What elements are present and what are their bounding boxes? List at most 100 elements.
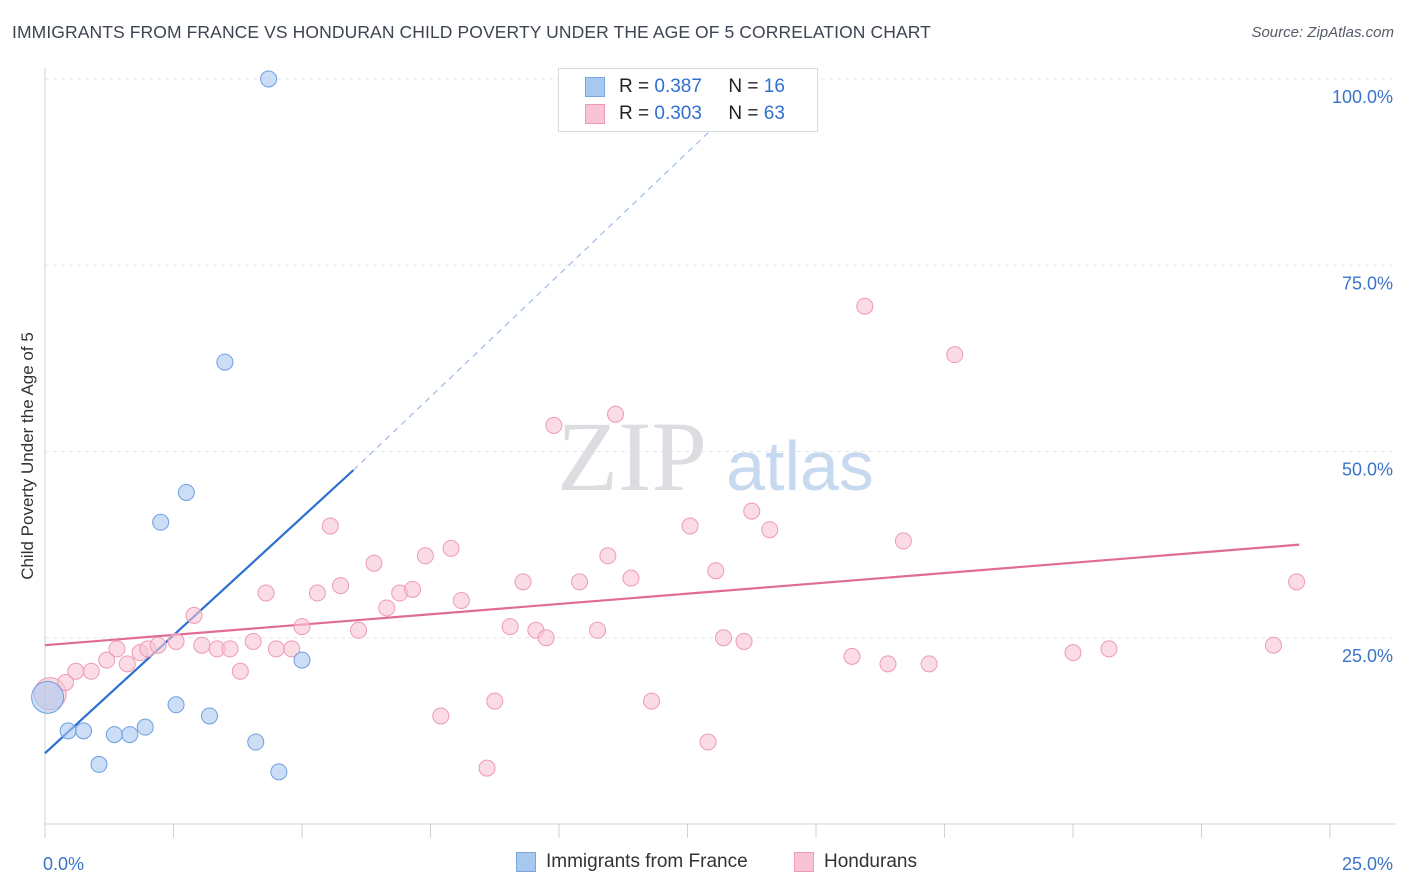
- point-hondurans: [442, 539, 460, 557]
- y-tick-label: 25.0%: [1342, 646, 1393, 666]
- point-hondurans: [486, 692, 504, 710]
- point-hondurans: [193, 636, 211, 654]
- legend-swatch-hondurans: [794, 852, 814, 872]
- point-hondurans: [514, 573, 532, 591]
- point-hondurans: [1064, 644, 1082, 662]
- point-hondurans: [332, 577, 350, 595]
- point-hondurans: [735, 632, 753, 650]
- point-hondurans: [643, 692, 661, 710]
- legend-row-hondurans: R = 0.303 N = 63: [585, 102, 785, 126]
- point-hondurans: [404, 580, 422, 598]
- point-hondurans: [98, 651, 116, 669]
- point-hondurans: [185, 606, 203, 624]
- point-france: [90, 755, 108, 773]
- point-france: [136, 718, 154, 736]
- point-hondurans: [537, 629, 555, 647]
- point-hondurans: [1100, 640, 1118, 658]
- point-hondurans: [743, 502, 761, 520]
- point-france: [247, 733, 265, 751]
- point-hondurans: [920, 655, 938, 673]
- legend-r-value: 0.387: [654, 76, 702, 97]
- legend-label-france: Immigrants from France: [546, 851, 748, 872]
- point-hondurans: [856, 297, 874, 315]
- legend-n-label: N =: [728, 76, 759, 97]
- point-france: [200, 707, 218, 725]
- point-france: [105, 726, 123, 744]
- watermark-zip: ZIP: [557, 401, 707, 512]
- legend-label-hondurans: Hondurans: [824, 851, 917, 872]
- legend-n-label: N =: [728, 103, 759, 124]
- point-france: [270, 763, 288, 781]
- legend-n-value: 63: [763, 103, 785, 124]
- legend-r-label: R =: [619, 76, 650, 97]
- point-hondurans: [622, 569, 640, 587]
- point-hondurans: [350, 621, 368, 639]
- x-tick-label: 0.0%: [43, 854, 84, 874]
- point-hondurans: [308, 584, 326, 602]
- point-france: [177, 483, 195, 501]
- axes: [44, 68, 1395, 838]
- point-france: [260, 70, 278, 88]
- point-hondurans: [293, 618, 311, 636]
- stats-legend: R = 0.387 N = 16 R = 0.303 N = 63: [558, 68, 818, 132]
- point-hondurans: [452, 592, 470, 609]
- point-hondurans: [699, 733, 717, 751]
- point-france: [216, 353, 234, 371]
- point-hondurans: [545, 416, 563, 434]
- point-hondurans: [843, 647, 861, 665]
- point-hondurans: [108, 640, 126, 658]
- point-hondurans: [244, 632, 262, 650]
- point-hondurans: [118, 655, 136, 673]
- legend-row-france: R = 0.387 N = 16: [585, 75, 785, 99]
- point-hondurans: [67, 662, 85, 680]
- y-tick-label: 100.0%: [1332, 87, 1393, 107]
- point-france: [75, 722, 93, 740]
- tick-labels: 25.0% 50.0% 75.0% 100.0% 0.0% 25.0%: [43, 87, 1393, 874]
- point-hondurans: [416, 547, 434, 565]
- point-france: [31, 680, 65, 714]
- point-hondurans: [267, 640, 285, 658]
- legend-n-value: 16: [763, 76, 785, 97]
- legend-r-label: R =: [619, 103, 650, 124]
- legend-item-france[interactable]: Immigrants from France: [516, 851, 748, 873]
- point-hondurans: [365, 554, 383, 572]
- point-hondurans: [1264, 636, 1282, 654]
- point-hondurans: [321, 517, 339, 535]
- chart-title: IMMIGRANTS FROM FRANCE VS HONDURAN CHILD…: [12, 22, 931, 42]
- point-hondurans: [707, 562, 725, 580]
- series-legend: Immigrants from France Hondurans: [0, 851, 1406, 877]
- point-hondurans: [57, 673, 75, 691]
- point-hondurans: [432, 707, 450, 725]
- data-points: [31, 70, 1306, 781]
- y-tick-label: 50.0%: [1342, 460, 1393, 480]
- point-hondurans: [607, 405, 625, 423]
- source-label: Source: ZipAtlas.com: [1251, 24, 1394, 41]
- legend-r-value: 0.303: [654, 103, 702, 124]
- point-hondurans: [879, 655, 897, 673]
- point-hondurans: [571, 573, 589, 591]
- point-france: [121, 726, 139, 744]
- y-axis-label: Child Poverty Under the Age of 5: [18, 332, 37, 580]
- legend-swatch-france: [516, 852, 536, 872]
- point-hondurans: [257, 584, 275, 602]
- point-hondurans: [599, 547, 617, 565]
- point-hondurans: [478, 759, 496, 777]
- x-tick-label: 25.0%: [1342, 854, 1393, 874]
- point-hondurans: [894, 532, 912, 550]
- legend-item-hondurans[interactable]: Hondurans: [794, 851, 917, 873]
- trend-line-hondurans: [44, 543, 1300, 647]
- point-hondurans: [378, 599, 396, 617]
- point-hondurans: [221, 640, 239, 658]
- point-france: [167, 696, 185, 714]
- point-france: [293, 651, 311, 669]
- legend-swatch-france: [585, 77, 605, 97]
- point-hondurans: [167, 632, 185, 650]
- point-hondurans: [1288, 573, 1306, 591]
- watermark: ZIP atlas: [557, 401, 874, 512]
- point-france: [59, 722, 77, 740]
- y-tick-label: 75.0%: [1342, 273, 1393, 293]
- legend-swatch-hondurans: [585, 104, 605, 124]
- point-hondurans: [589, 621, 607, 639]
- point-hondurans: [714, 629, 732, 647]
